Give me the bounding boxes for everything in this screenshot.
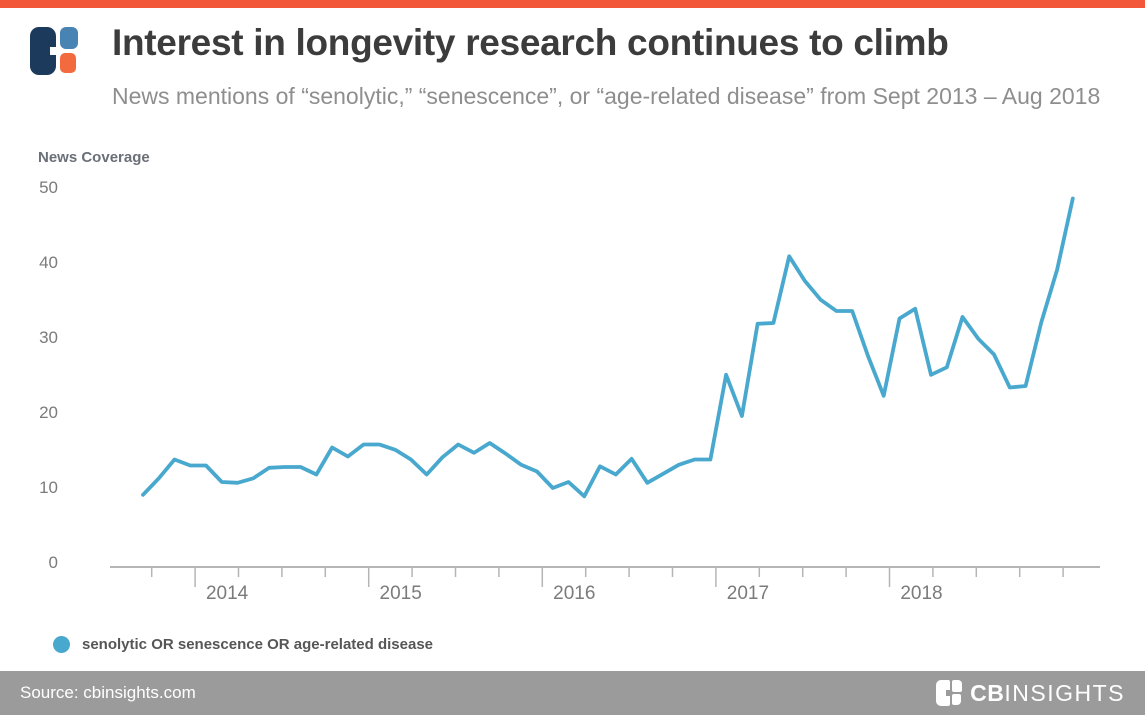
svg-text:2014: 2014 [206,583,249,604]
svg-text:40: 40 [39,253,58,272]
top-accent-bar [0,0,1145,8]
svg-text:2017: 2017 [727,583,769,604]
y-axis-title: News Coverage [38,149,150,166]
page-subtitle: News mentions of “senolytic,” “senescenc… [112,83,1101,109]
legend-label: senolytic OR senescence OR age-related d… [82,636,433,653]
svg-text:0: 0 [49,553,58,572]
svg-text:2018: 2018 [900,583,942,604]
source-text: Source: cbinsights.com [20,683,196,702]
chart-legend: senolytic OR senescence OR age-related d… [53,636,433,653]
footer-brand: CB INSIGHTS [936,680,1125,707]
brand-cb-text: CB [970,679,1005,706]
svg-text:2016: 2016 [553,583,595,604]
legend-dot-icon [53,636,70,653]
cb-insights-mark-icon [936,680,963,706]
svg-text:20: 20 [39,403,58,422]
brand-insights-text: INSIGHTS [1004,679,1125,706]
svg-text:2015: 2015 [380,583,422,604]
footer-bar: Source: cbinsights.com CB INSIGHTS [0,671,1145,715]
svg-text:30: 30 [39,328,58,347]
svg-text:50: 50 [39,178,58,197]
cb-insights-logo-icon [30,27,78,75]
svg-text:10: 10 [39,478,58,497]
page-title: Interest in longevity research continues… [112,22,949,63]
line-chart: 2014 2015 2016 2017 2018 50 40 30 20 10 0 [39,178,1100,604]
